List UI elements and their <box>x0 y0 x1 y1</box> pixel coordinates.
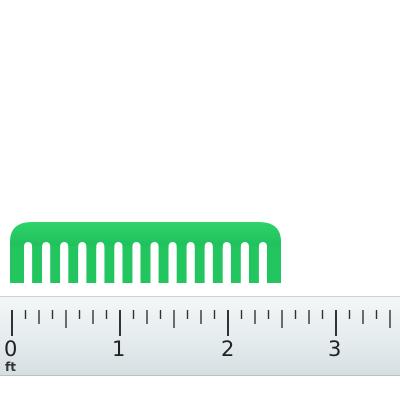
comb-gap <box>186 246 195 284</box>
comb-tooth <box>122 246 133 283</box>
comb-gap <box>132 246 141 284</box>
comb-tooth <box>230 246 241 283</box>
comb-body <box>10 222 281 284</box>
comb-gap <box>168 246 177 284</box>
comb-spine <box>10 222 281 248</box>
comb-gap <box>24 246 33 284</box>
comb-tooth <box>248 246 259 283</box>
comb-gap <box>222 246 231 284</box>
ruler-number-1: 1 <box>112 337 126 361</box>
comb-gap <box>150 246 159 284</box>
comb-tooth <box>32 246 43 283</box>
comb-tooth <box>104 246 115 283</box>
comb-tooth <box>194 246 205 283</box>
ruler-unit-label: ft <box>5 360 16 374</box>
comb-tooth <box>86 246 97 283</box>
comb-gap <box>42 246 51 284</box>
comb-tooth <box>140 246 151 283</box>
comb-shape[interactable] <box>0 0 400 296</box>
ruler-number-3: 3 <box>328 337 342 361</box>
ruler-ticks <box>11 310 391 336</box>
ruler-number-2: 2 <box>221 337 235 361</box>
comb-gap <box>114 246 123 284</box>
comb-tooth <box>68 246 79 283</box>
comb-gap <box>240 246 249 284</box>
comb-tooth <box>10 246 25 283</box>
comb-tooth <box>176 246 187 283</box>
comb-gap <box>60 246 69 284</box>
comb-gap <box>78 246 87 284</box>
comb-gap <box>204 246 213 284</box>
comb-gap <box>258 246 267 284</box>
comb-tooth <box>266 246 281 283</box>
comb-tooth <box>50 246 61 283</box>
ruler: 0 1 2 3 ft <box>0 296 400 376</box>
comb-tooth <box>158 246 169 283</box>
ruler-number-0: 0 <box>4 337 18 361</box>
comb-gap <box>96 246 105 284</box>
comb-tooth <box>212 246 223 283</box>
